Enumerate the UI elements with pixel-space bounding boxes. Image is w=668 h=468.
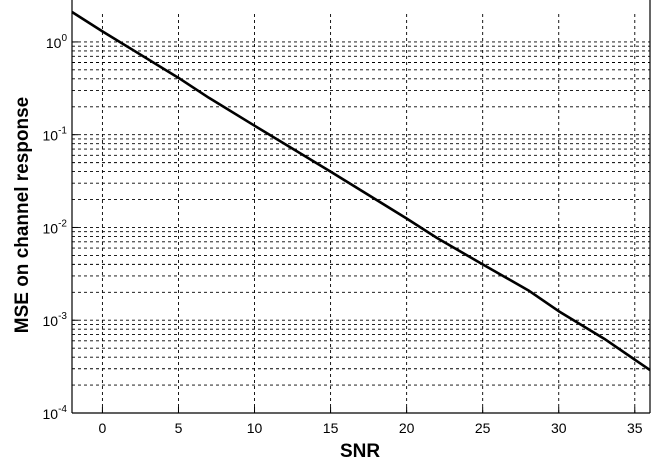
x-tick-label: 10: [247, 420, 263, 436]
y-tick-label: 10-4: [43, 404, 68, 422]
x-tick-label: 25: [475, 420, 491, 436]
x-tick-label: 20: [399, 420, 415, 436]
grid-layer: [72, 14, 650, 413]
x-tick-label: 30: [551, 420, 567, 436]
y-tick-label: 10-2: [43, 218, 68, 236]
y-tick-label: 10-1: [43, 126, 68, 144]
plot-background: [72, 14, 650, 413]
x-tick-label: 35: [627, 420, 643, 436]
y-axis-title: MSE on channel response: [12, 97, 33, 334]
x-axis-title: SNR: [340, 441, 380, 462]
y-tick-label: 100: [46, 33, 68, 51]
x-tick-label: 0: [99, 420, 107, 436]
x-tick-label: 5: [175, 420, 183, 436]
y-tick-label: 10-3: [43, 311, 68, 329]
x-tick-label: 15: [323, 420, 339, 436]
